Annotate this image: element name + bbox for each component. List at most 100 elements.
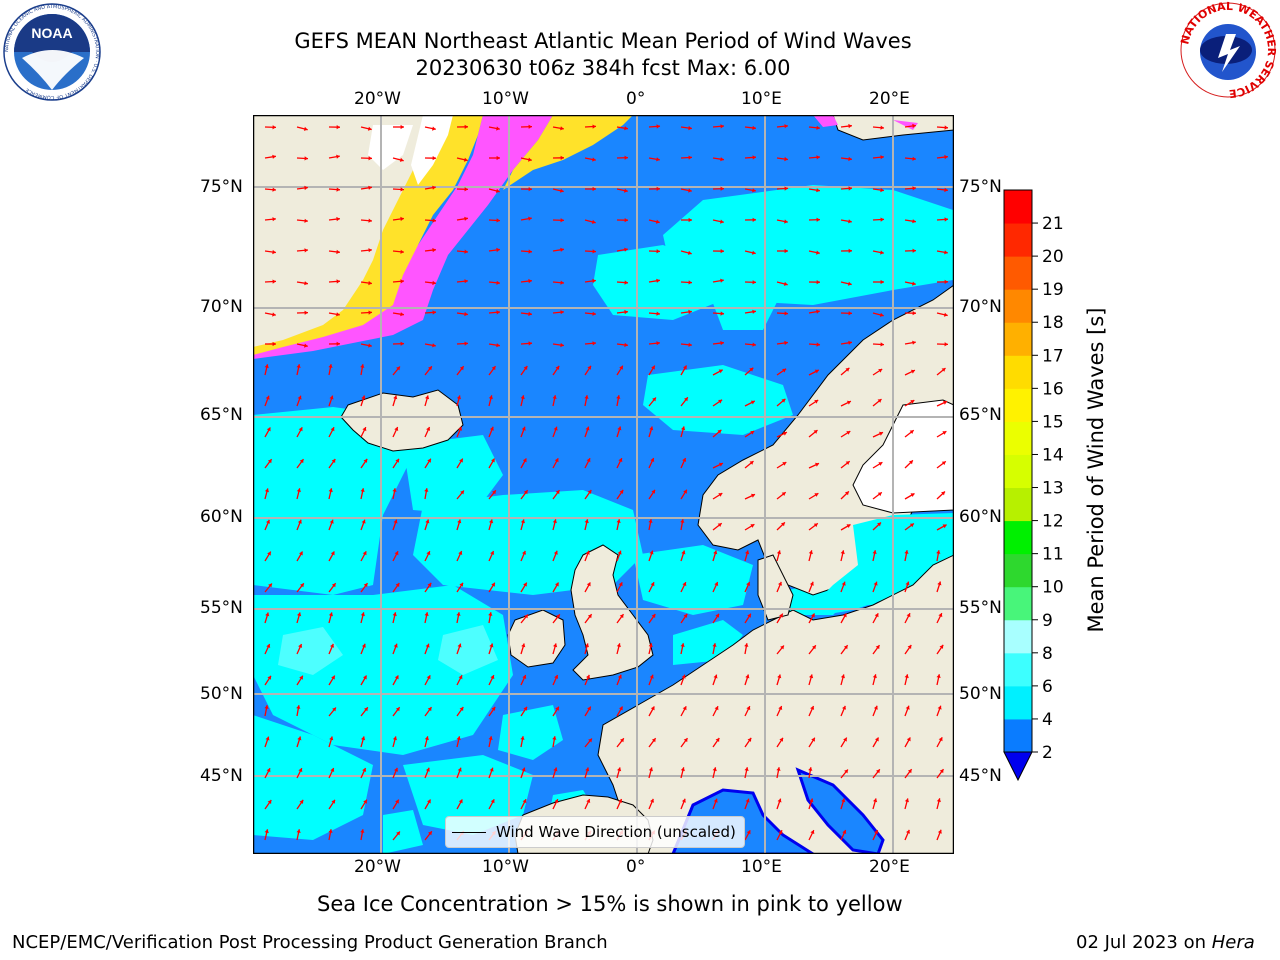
wave-direction-arrowhead [592,278,596,284]
wave-direction-arrowhead [362,551,367,556]
wave-direction-arrowhead [584,395,589,399]
colorbar-tick-label: 13 [1042,479,1064,499]
wave-direction-arrowhead [298,768,303,773]
wave-direction-arrowhead [655,219,660,224]
wave-direction-arrowhead [944,187,948,193]
wave-direction-arrowhead [592,124,596,129]
wave-direction-arrowhead [331,459,336,463]
map-subtitle: 20230630 t06z 384h fcst Max: 6.00 [415,56,791,80]
wave-direction-arrowhead [560,280,564,285]
wave-direction-arrowhead [682,706,687,711]
wave-direction-arrowhead [651,738,656,743]
wave-direction-arrowhead [656,124,660,129]
colorbar-tick-label: 21 [1042,214,1064,234]
wave-direction-arrowhead [299,799,304,804]
wave-direction-arrowhead [336,249,340,255]
wave-direction-arrowhead [878,369,883,373]
wave-direction-arrowhead [616,519,621,523]
wave-direction-arrowhead [842,613,847,618]
wave-direction-arrowhead [586,674,590,679]
wave-direction-arrowhead [361,736,366,741]
wave-direction-arrowhead [720,186,724,191]
wave-direction-arrowhead [877,399,882,403]
wave-direction-arrowhead [744,643,749,647]
colorbar-extend-arrow [1003,751,1033,782]
wave-direction-arrowhead [845,367,850,372]
wave-direction-arrowhead [939,644,944,649]
wave-direction-arrowhead [555,582,559,587]
wave-direction-arrowhead [784,186,788,191]
wave-direction-arrowhead [425,519,430,524]
wave-direction-arrowhead [299,459,304,464]
wave-direction-arrowhead [809,674,814,679]
wave-direction-arrowhead [426,675,431,680]
wave-direction-arrowhead [304,281,308,286]
wave-direction-arrowhead [432,247,436,253]
lat-tick-right-60n: 60°N [959,507,1002,527]
wave-direction-arrowhead [776,550,781,555]
wave-direction-arrowhead [488,736,493,740]
barents-ice [813,115,918,130]
colorbar-segment [1004,388,1032,422]
wave-direction-arrowhead [528,157,532,162]
colorbar-tick-label: 8 [1042,644,1053,664]
colorbar-tick-label: 11 [1042,545,1064,565]
wave-direction-arrowhead [778,706,783,710]
wave-direction-arrowhead [304,185,308,191]
wave-direction-arrowhead [880,125,884,130]
wave-direction-arrowhead [432,343,436,348]
wave-direction-arrowhead [336,216,340,222]
colorbar-segment [1004,619,1032,654]
wave-direction-arrowhead [368,185,372,190]
wave-direction-arrowhead [400,124,404,130]
wave-direction-arrowhead [361,643,366,648]
wave-direction-arrowhead [363,799,367,804]
wave-direction-arrowhead [587,706,591,711]
wave-direction-arrowhead [811,613,815,618]
lat-tick-right-75n: 75°N [959,177,1002,197]
wave-direction-arrowhead [880,217,884,222]
lon-tick-bottom-10w: 10°W [482,857,529,877]
wave-direction-arrowhead [714,706,719,711]
lat-tick-right-65n: 65°N [959,405,1002,425]
colorbar-segment [1004,355,1032,389]
wave-direction-arrowhead [749,461,754,465]
wave-direction-arrowhead [656,311,660,316]
wave-direction-arrowhead [651,614,656,618]
wave-direction-arrowhead [428,831,432,836]
wave-direction-arrowhead [266,644,271,648]
wave-direction-arrowhead [779,737,783,742]
wave-direction-arrowhead [714,582,719,586]
wave-direction-arrowhead [617,426,622,431]
wave-direction-arrowhead [650,582,655,587]
wind-wave-arrows [264,123,949,841]
wave-direction-arrowhead [520,736,525,740]
wave-direction-arrowhead [330,551,335,556]
wave-direction-arrowhead [872,550,877,554]
wave-direction-arrowhead [842,830,847,834]
wave-direction-arrowhead [521,426,526,431]
colorbar-tick-label: 19 [1042,280,1064,300]
legend-label: Wind Wave Direction (unscaled) [496,823,736,841]
wave-direction-arrowhead [400,341,404,346]
wave-direction-arrowhead [747,613,751,618]
wave-direction-arrowhead [715,738,720,742]
wave-direction-arrowhead [717,429,722,434]
wave-direction-arrowhead [912,281,916,286]
wave-direction-arrowhead [777,798,782,803]
wave-direction-arrowhead [816,188,820,193]
colorbar-segment [1004,289,1032,323]
wave-direction-arrowhead [528,311,532,317]
footer-date-text: 02 Jul 2023 on [1076,932,1212,953]
wave-direction-arrowhead [816,217,820,222]
wave-direction-arrowhead [394,767,398,772]
wave-direction-arrowhead [464,124,468,129]
wave-direction-arrowhead [392,488,397,492]
wave-direction-arrowhead [683,738,688,743]
wave-direction-arrowhead [265,612,270,617]
wave-direction-arrowhead [683,365,687,370]
wave-direction-arrowhead [560,342,564,348]
wave-direction-arrowhead [456,736,461,741]
wave-direction-arrowhead [688,125,692,131]
wave-direction-arrowhead [718,369,723,374]
